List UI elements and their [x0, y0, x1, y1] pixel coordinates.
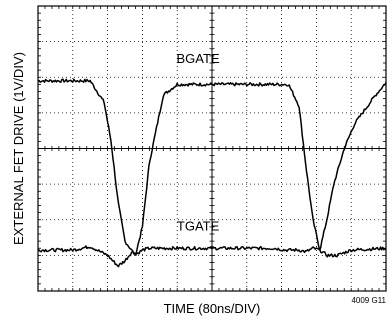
series-label-tgate: TGATE: [177, 218, 220, 233]
y-axis-label: EXTERNAL FET DRIVE (1V/DIV): [11, 52, 26, 245]
traces: [37, 78, 387, 268]
series-line-tgate: [37, 245, 387, 268]
figure-id: 4009 G11: [351, 296, 386, 305]
series-line-bgate: [37, 78, 387, 256]
plot-frame: [37, 5, 387, 292]
series-label-bgate: BGATE: [177, 51, 220, 66]
series-labels: BGATE TGATE: [177, 51, 220, 233]
x-axis-label: TIME (80ns/DIV): [164, 301, 261, 316]
